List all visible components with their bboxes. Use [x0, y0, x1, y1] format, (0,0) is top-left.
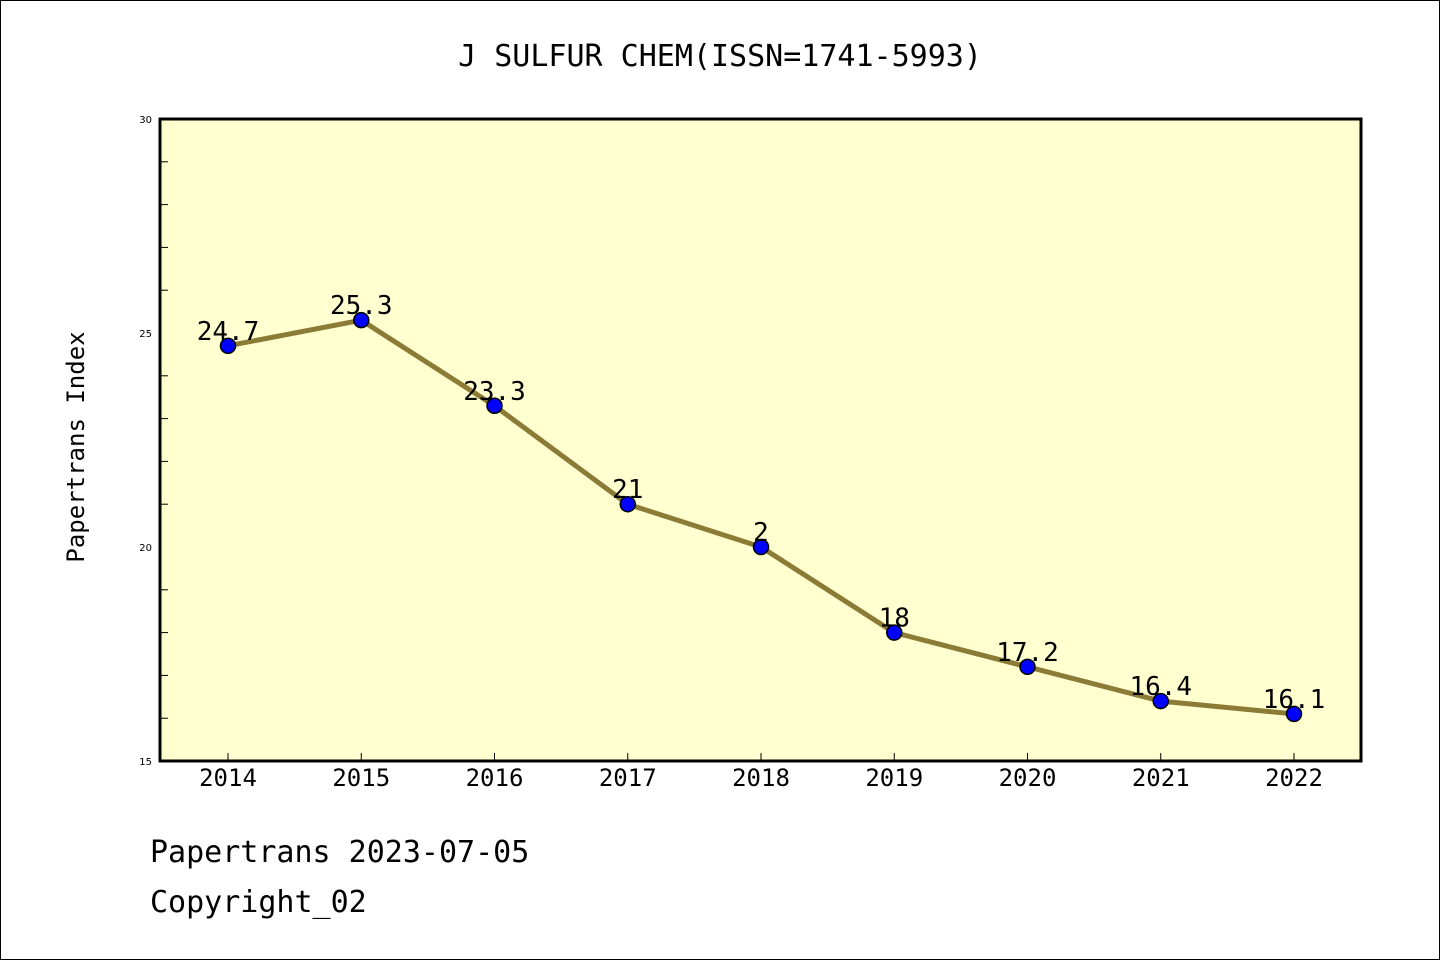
data-label: 16.4: [1129, 672, 1192, 702]
data-label: 24.7: [197, 317, 260, 347]
y-axis-label: Papertrans Index: [62, 331, 90, 562]
x-tick-label: 2016: [466, 764, 524, 792]
data-label: 17.2: [996, 638, 1059, 668]
data-label: 21: [612, 475, 643, 505]
data-label: 2: [753, 518, 769, 548]
data-point: [1285, 705, 1303, 723]
data-point: [752, 538, 770, 556]
x-tick-label: 2019: [865, 764, 923, 792]
footer-copyright: Copyright_02: [150, 885, 367, 920]
y-tick-label: 20: [139, 543, 152, 554]
x-tick-label: 2021: [1132, 764, 1190, 792]
data-label: 18: [879, 604, 910, 634]
footer-date: Papertrans 2023-07-05: [150, 835, 530, 870]
x-tick-label: 2015: [332, 764, 390, 792]
data-point: [486, 397, 503, 415]
y-tick-label: 30: [139, 115, 152, 126]
data-label: 25.3: [330, 291, 393, 321]
x-axis: 2014 2015 2016 2017 2018 2019 2020 2021 2022: [199, 753, 1323, 792]
x-tick-label: 2017: [599, 764, 657, 792]
y-tick-label: 15: [139, 757, 152, 768]
x-tick-label: 2018: [732, 764, 790, 792]
x-tick-label: 2022: [1265, 764, 1323, 792]
y-tick-label: 25: [139, 329, 152, 340]
data-point: [1152, 692, 1169, 710]
data-point: [353, 311, 370, 329]
data-point: [619, 495, 636, 513]
data-label: 23.3: [463, 377, 526, 407]
plot-area: [158, 117, 1363, 763]
data-point: [1019, 658, 1036, 676]
x-tick-label: 2020: [999, 764, 1057, 792]
data-point: [886, 624, 903, 641]
y-axis: 15 20 25 30: [139, 115, 168, 768]
data-point: [219, 337, 237, 355]
chart-title: J SULFUR CHEM(ISSN=1741-5993): [458, 39, 982, 74]
x-tick-label: 2014: [199, 764, 257, 792]
data-label: 16.1: [1263, 685, 1326, 715]
series-group: 24.7 25.3 23.3 21 2 18 17.2 16.4 16.1: [197, 291, 1326, 723]
